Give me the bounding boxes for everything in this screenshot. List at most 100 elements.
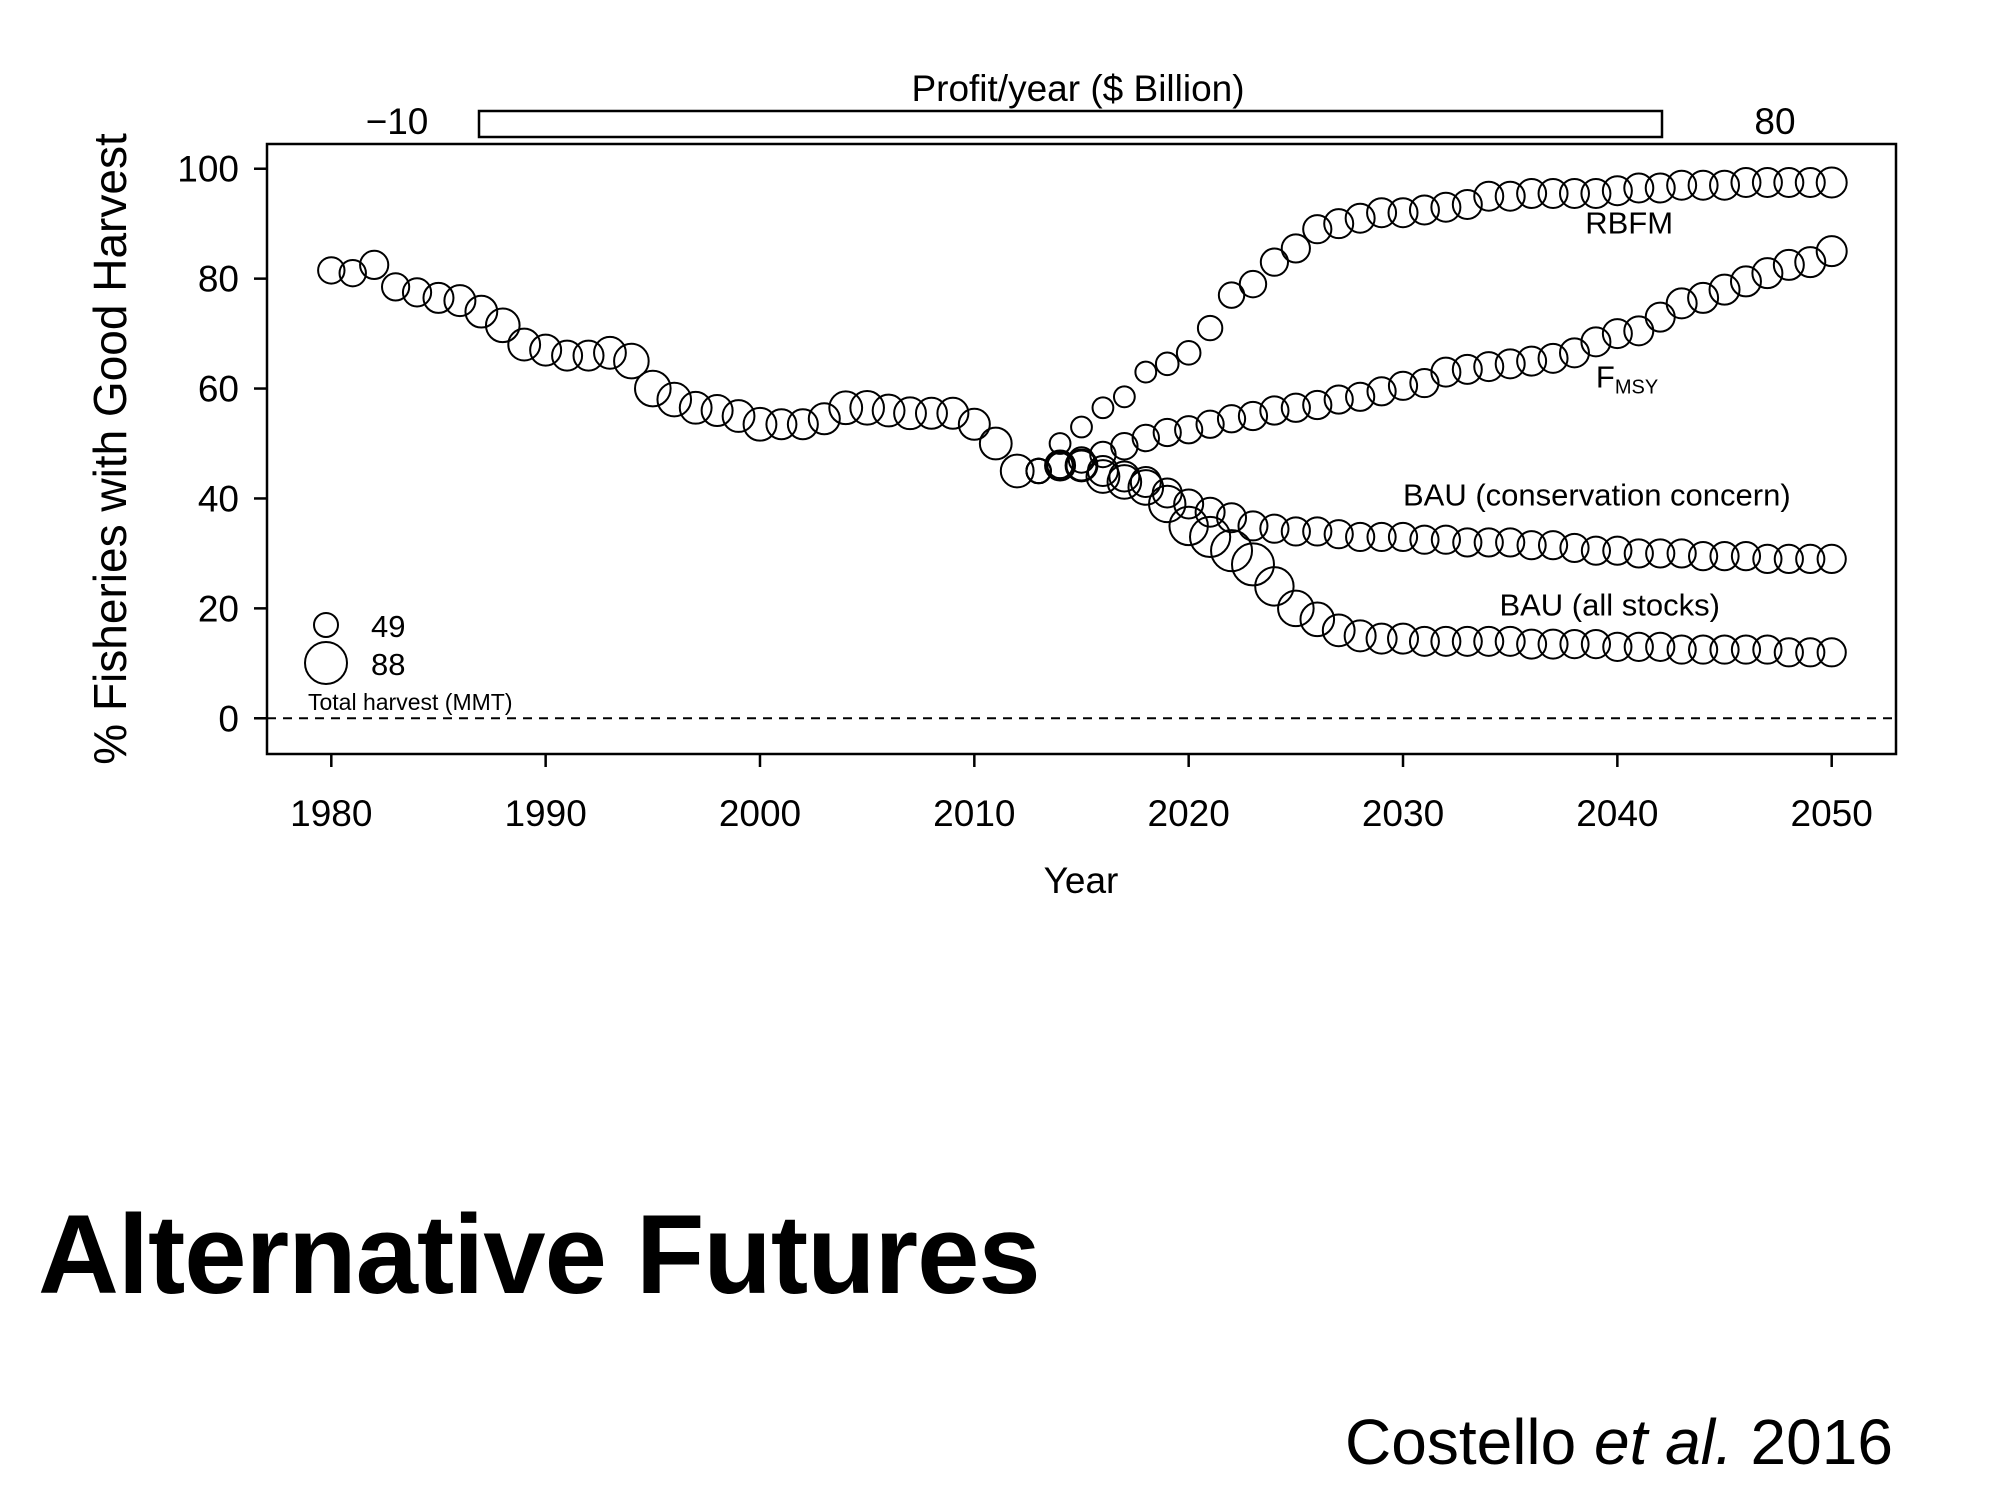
data-point [1025,457,1052,485]
data-point [1537,177,1569,209]
data-point [464,294,499,329]
data-point [1816,637,1847,668]
data-point [1430,625,1462,657]
data-point [1430,191,1462,223]
data-point [1687,634,1719,665]
data-point [1644,301,1676,333]
data-point [529,333,563,367]
data-point [1452,527,1483,558]
data-point [1709,634,1740,665]
data-point [1085,459,1121,494]
data-point [1196,314,1224,342]
data-point [1323,519,1354,550]
data-point [1237,510,1269,542]
data-point [1559,532,1590,564]
data-point [1343,619,1377,653]
x-tick-label: 1990 [504,793,586,834]
data-point [1773,166,1805,198]
data-point [551,339,584,372]
x-axis-ticks: 1980 1990 2000 2010 2020 2030 2040 2050 [290,754,1873,834]
data-point [1194,496,1226,528]
y-tick-label: 0 [218,698,239,739]
color-bar-max-label: 80 [1754,101,1795,142]
data-point [1601,318,1633,350]
data-point [338,258,367,288]
data-point [1064,448,1099,483]
data-point [1623,315,1655,347]
size-legend-large-circle [304,641,348,685]
x-tick-label: 2000 [719,793,801,834]
data-point [1709,541,1740,572]
data-point [1302,389,1333,421]
data-point [1772,248,1805,281]
data-point [1044,449,1077,482]
data-point [1623,631,1654,662]
x-tick-label: 2010 [933,793,1015,834]
data-point [1451,188,1483,220]
y-tick-label: 100 [177,149,239,190]
data-point [1537,530,1569,561]
x-tick-label: 2040 [1576,793,1658,834]
data-point [1795,637,1826,668]
data-point [1473,527,1504,558]
data-point [1602,535,1633,566]
data-point [1751,166,1783,198]
data-point [1365,622,1398,655]
color-bar-title: Profit/year ($ Billion) [911,68,1244,109]
data-point [1408,194,1440,226]
data-point [1387,521,1419,553]
data-point [1687,541,1719,572]
data-point [849,389,885,426]
data-point [1210,529,1254,573]
data-point [1601,175,1633,207]
data-point [1430,356,1462,388]
data-point [1730,541,1762,572]
data-point [1254,566,1295,607]
data-point [893,396,927,431]
data-point [1302,214,1333,245]
data-point [1537,628,1569,660]
data-point [1666,169,1698,201]
data-point [1729,265,1762,298]
data-point [1687,169,1719,201]
data-point [1259,247,1290,277]
data-point [1230,542,1275,587]
data-point [936,396,970,430]
size-legend-small-label: 49 [371,609,405,644]
data-point [359,249,390,281]
data-point [1494,180,1526,212]
data-point [1259,513,1290,544]
data-point [1345,381,1376,412]
data-point [1189,515,1232,559]
data-point [1387,197,1419,229]
data-point [1473,180,1505,212]
x-tick-label: 1980 [290,793,372,834]
data-point [1644,172,1676,204]
plot-frame [265,142,1898,756]
data-point [828,390,864,426]
data-point [742,406,778,442]
data-point [1495,527,1526,558]
data-point [765,408,798,441]
data-point [1366,376,1397,407]
x-tick-label: 2020 [1148,793,1230,834]
y-tick-label: 20 [198,588,239,629]
data-point [1323,384,1354,415]
data-point [1168,505,1209,547]
data-point [1623,538,1654,569]
data-point [978,426,1013,461]
data-point [786,408,819,441]
data-point [1752,634,1783,665]
data-point [1451,625,1483,657]
data-point [1815,235,1848,268]
data-point [1216,404,1247,434]
series-label: RBFM [1585,206,1673,241]
data-point [613,342,650,380]
slide-title: Alternative Futures [38,1192,1041,1317]
data-point [443,284,477,318]
data-point [1046,451,1074,480]
size-legend: 49 88 Total harvest (MMT) [304,609,512,715]
citation: Costello et al. 2016 [1345,1405,1893,1479]
data-point [1195,409,1225,439]
